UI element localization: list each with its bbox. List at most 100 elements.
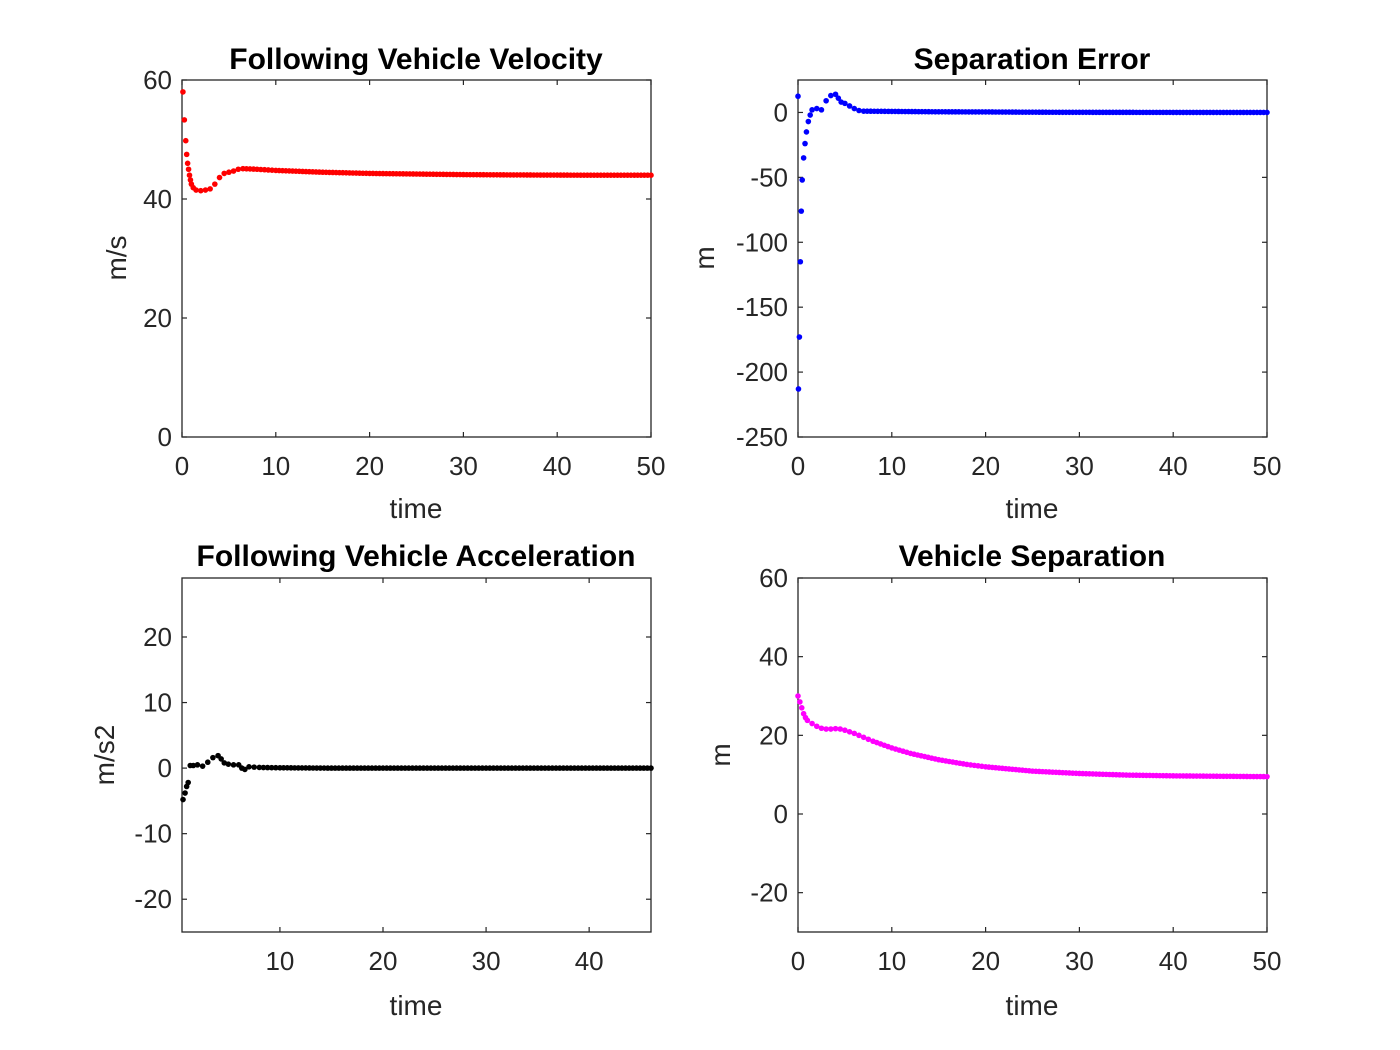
x-tick-label: 50	[1253, 946, 1282, 976]
data-point	[212, 181, 218, 187]
y-tick-label: 0	[158, 753, 172, 783]
x-tick-label: 20	[971, 946, 1000, 976]
data-point	[230, 168, 237, 174]
data-point	[851, 105, 858, 112]
data-point	[807, 112, 813, 118]
data-point	[795, 386, 802, 392]
plot-area	[181, 79, 652, 438]
data-point	[856, 107, 862, 114]
y-tick-label: -10	[134, 819, 172, 849]
data-point	[828, 726, 834, 732]
data-point	[797, 258, 804, 265]
y-tick-label: -150	[736, 292, 788, 322]
x-tick-label: 10	[261, 451, 290, 481]
data-point	[182, 137, 189, 144]
data-point	[185, 779, 191, 786]
data-point	[216, 174, 223, 181]
y-tick-label: 40	[143, 184, 172, 214]
chart-title: Vehicle Separation	[899, 540, 1166, 573]
data-point	[795, 93, 801, 100]
data-point	[809, 720, 815, 727]
x-tick-label: 30	[449, 451, 478, 481]
data-point	[832, 725, 839, 732]
data-point	[218, 756, 224, 762]
data-point	[256, 764, 263, 771]
x-tick-label: 0	[175, 451, 189, 481]
y-tick-label: 10	[143, 688, 172, 718]
y-axis-label: m	[705, 743, 736, 766]
data-point	[230, 762, 237, 768]
data-point	[796, 334, 803, 340]
data-point	[264, 764, 271, 771]
data-point	[207, 186, 213, 192]
y-tick-label: 40	[759, 642, 788, 672]
x-tick-label: 10	[877, 451, 906, 481]
data-point	[226, 169, 232, 176]
data-point	[197, 187, 204, 194]
x-axis-label: time	[1006, 493, 1059, 524]
x-tick-label: 30	[1065, 451, 1094, 481]
data-series	[795, 693, 1270, 780]
data-point	[813, 723, 820, 730]
data-point	[1264, 773, 1270, 780]
y-tick-label: -20	[750, 878, 788, 908]
x-tick-label: 0	[791, 451, 805, 481]
y-tick-label: -250	[736, 422, 788, 452]
data-point	[185, 166, 192, 173]
data-point	[182, 790, 188, 796]
data-point	[235, 166, 242, 173]
data-point	[802, 140, 808, 147]
data-point	[260, 764, 267, 771]
plot-area	[181, 577, 652, 933]
data-point	[804, 717, 811, 724]
y-axis-label: m/s	[101, 235, 132, 280]
chart-title: Following Vehicle Acceleration	[197, 540, 636, 573]
data-point	[181, 117, 188, 123]
y-tick-label: 20	[143, 303, 172, 333]
subplot-separation-error: Separation Error 0 10 20 30 40 50 -250 -200 -150…	[689, 43, 1281, 524]
data-point	[648, 172, 654, 178]
data-point	[842, 100, 848, 107]
y-tick-label: 20	[143, 622, 172, 652]
x-tick-label: 30	[1065, 946, 1094, 976]
data-point	[242, 766, 248, 773]
data-point	[835, 95, 842, 101]
y-tick-label: 0	[158, 422, 172, 452]
y-tick-label: 60	[143, 65, 172, 95]
subplot-vehicle-separation: Vehicle Separation 0 10 20 30 40 50 -20 0 20 40 60…	[705, 540, 1281, 1021]
x-tick-label: 0	[791, 946, 805, 976]
data-point	[837, 726, 844, 732]
y-tick-label: -50	[750, 162, 788, 192]
y-tick-label: 0	[774, 97, 788, 127]
x-axis-label: time	[1006, 990, 1059, 1021]
data-point	[842, 727, 848, 734]
data-point	[809, 107, 815, 113]
x-tick-label: 40	[575, 946, 604, 976]
data-point	[648, 765, 654, 771]
data-point	[193, 187, 199, 193]
data-point	[190, 762, 197, 769]
data-point	[823, 97, 829, 104]
x-tick-label: 20	[369, 946, 398, 976]
data-point	[803, 129, 810, 135]
axis-ticks: 0 10 20 30 40 50 -20 0 20 40 60	[750, 563, 1281, 976]
x-axis-label: time	[390, 493, 443, 524]
data-point	[799, 177, 806, 183]
x-tick-label: 20	[971, 451, 1000, 481]
y-tick-label: -20	[134, 884, 172, 914]
x-tick-label: 40	[1159, 451, 1188, 481]
data-point	[798, 208, 805, 214]
x-tick-label: 10	[265, 946, 294, 976]
x-tick-label: 10	[877, 946, 906, 976]
chart-title: Separation Error	[914, 43, 1151, 76]
data-point	[860, 734, 867, 741]
data-series	[180, 89, 654, 194]
data-series	[180, 752, 654, 803]
data-point	[225, 761, 232, 767]
data-series	[795, 91, 1270, 392]
x-tick-label: 50	[637, 451, 666, 481]
data-point	[1264, 109, 1270, 116]
data-point	[180, 796, 186, 803]
data-point	[818, 725, 825, 732]
